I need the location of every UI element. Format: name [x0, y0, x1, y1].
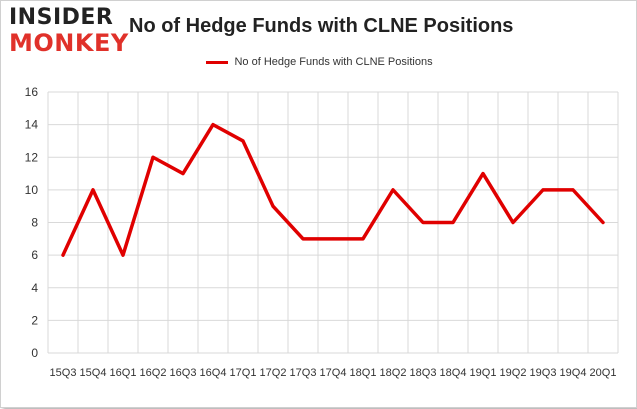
- x-tick-label: 15Q4: [80, 367, 107, 379]
- y-tick-label: 2: [31, 313, 38, 327]
- y-tick-label: 12: [25, 150, 39, 164]
- data-point: [331, 237, 335, 241]
- x-tick-label: 17Q1: [230, 367, 257, 379]
- data-point: [241, 139, 245, 143]
- x-tick-label: 16Q2: [140, 367, 167, 379]
- y-tick-label: 4: [31, 281, 38, 295]
- x-tick-label: 16Q3: [170, 367, 197, 379]
- logo-text-bottom: MONKEY: [9, 29, 129, 57]
- x-tick-label: 18Q1: [350, 367, 377, 379]
- data-point: [481, 172, 485, 176]
- y-tick-label: 0: [31, 346, 38, 360]
- data-point: [541, 188, 545, 192]
- y-tick-label: 10: [25, 183, 39, 197]
- data-point: [601, 221, 605, 224]
- data-point: [271, 204, 275, 208]
- data-point: [121, 253, 125, 257]
- x-tick-label: 20Q1: [590, 367, 617, 379]
- y-tick-label: 16: [25, 85, 39, 99]
- data-point: [451, 221, 455, 224]
- x-tick-label: 17Q4: [320, 367, 347, 379]
- x-tick-label: 18Q4: [440, 367, 467, 379]
- data-point: [301, 237, 305, 241]
- x-tick-label: 18Q2: [380, 367, 407, 379]
- data-point: [391, 188, 395, 192]
- x-tick-label: 16Q1: [110, 367, 137, 379]
- x-tick-label: 19Q2: [500, 367, 527, 379]
- chart-title: No of Hedge Funds with CLNE Positions: [129, 15, 514, 37]
- x-tick-label: 18Q3: [410, 367, 437, 379]
- y-tick-label: 8: [31, 216, 38, 230]
- y-tick-label: 6: [31, 248, 38, 262]
- data-point: [151, 155, 155, 159]
- y-tick-label: 14: [25, 118, 39, 132]
- logo-text-top: INSIDER: [9, 5, 114, 30]
- legend-swatch: [206, 60, 229, 64]
- x-tick-label: 19Q4: [560, 367, 587, 379]
- x-tick-label: 19Q1: [470, 367, 497, 379]
- data-point: [91, 188, 95, 192]
- x-tick-label: 15Q3: [50, 367, 77, 379]
- x-tick-label: 16Q4: [200, 367, 227, 379]
- data-point: [181, 172, 185, 176]
- x-tick-label: 19Q3: [530, 367, 557, 379]
- data-point: [421, 221, 425, 224]
- data-point: [61, 253, 65, 257]
- insider-monkey-logo: INSIDER MONKEY: [9, 5, 129, 57]
- data-point: [511, 221, 515, 224]
- chart-legend: No of Hedge Funds with CLNE Positions: [1, 56, 637, 68]
- legend-label: No of Hedge Funds with CLNE Positions: [234, 56, 433, 68]
- x-tick-label: 17Q3: [290, 367, 317, 379]
- data-point: [211, 123, 215, 127]
- x-tick-label: 17Q2: [260, 367, 287, 379]
- data-point: [361, 237, 365, 241]
- data-point: [571, 188, 575, 192]
